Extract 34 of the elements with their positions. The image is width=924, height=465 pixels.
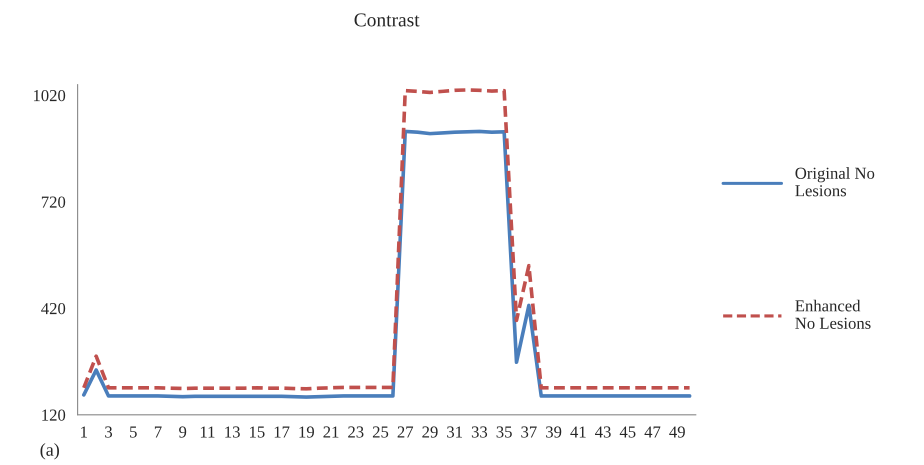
x-tick-label: 15	[250, 426, 265, 438]
legend-label: Enhanced No Lesions	[795, 300, 871, 329]
text: (a)	[40, 443, 59, 460]
x-tick-label: 11	[200, 426, 214, 438]
x-tick-label: 47	[644, 426, 660, 438]
x-tick-label: 31	[447, 426, 462, 438]
x-tick-label: 5	[130, 426, 137, 438]
x-tick-label: 41	[570, 426, 586, 438]
x-tick-label: 19	[299, 426, 314, 438]
x-tick-label: 49	[669, 426, 685, 438]
x-tick-label: 39	[546, 426, 562, 438]
x-tick-label: 43	[595, 426, 611, 438]
x-tick-label: 29	[422, 426, 438, 438]
x-tick-label: 37	[521, 426, 537, 438]
x-tick-label: 23	[348, 426, 364, 438]
y-tick-label: 1020	[34, 90, 66, 102]
x-tick-label: 45	[620, 426, 636, 438]
x-tick-label: 1	[81, 426, 87, 438]
x-tick-label: 3	[105, 426, 112, 438]
x-tick-label: 25	[372, 426, 388, 438]
y-tick-label: 120	[42, 409, 66, 421]
x-tick-label: 17	[274, 426, 290, 438]
y-tick-label: 420	[41, 302, 66, 314]
line-series	[82, 88, 692, 391]
x-tick-label: 35	[496, 426, 512, 438]
x-tick-label: 9	[179, 426, 186, 438]
x-tick-label: 27	[398, 426, 414, 438]
x-tick-label: 21	[323, 426, 338, 438]
x-tick-label: 33	[472, 426, 488, 438]
y-tick-label: 720	[42, 196, 66, 208]
x-tick-label: 7	[154, 426, 162, 438]
x-tick-label: 13	[225, 426, 240, 438]
chart-title: Contrast	[354, 13, 420, 26]
legend-label: Original No Lesions	[795, 167, 874, 196]
